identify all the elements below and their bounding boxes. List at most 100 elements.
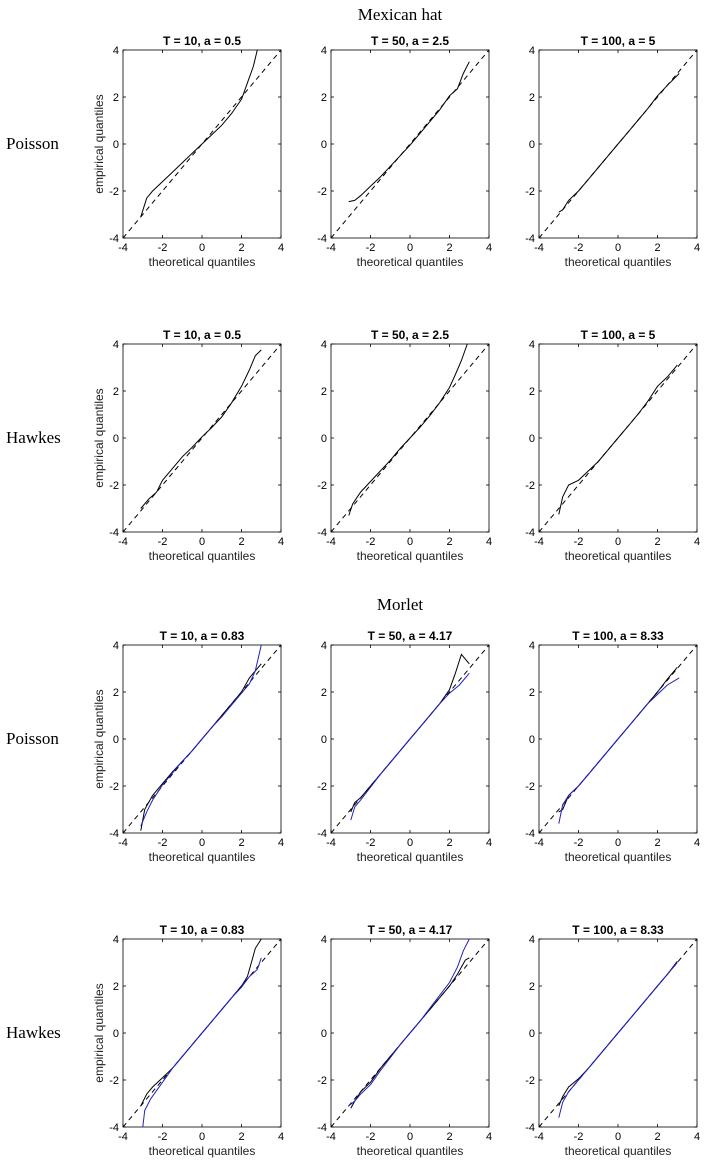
y-tick-label: -2 [317,781,327,793]
x-tick-label: 0 [199,536,205,548]
qq-curve [558,677,680,824]
x-axis-label: theoretical quantiles [565,850,672,864]
x-tick-label: -2 [158,837,168,849]
y-tick-label: 2 [321,687,327,699]
x-tick-label: 2 [446,242,452,254]
x-tick-label: -4 [326,242,336,254]
x-axis-label: theoretical quantiles [149,255,256,269]
x-tick-label: 2 [446,536,452,548]
x-tick-label: 2 [654,837,660,849]
reference-line [122,343,282,533]
x-tick-label: 0 [615,242,621,254]
y-axis-label: empirical quantiles [92,689,106,788]
panel-title: T = 10, a = 0.83 [160,923,245,937]
y-tick-label: 4 [113,934,119,946]
y-tick-label: -2 [317,480,327,492]
x-tick-label: -4 [118,1131,128,1143]
y-tick-label: 4 [529,934,535,946]
reference-line [538,938,698,1128]
x-tick-label: 4 [278,1131,284,1143]
x-tick-label: 0 [615,1131,621,1143]
x-tick-label: 2 [238,536,244,548]
y-tick-label: 0 [113,1028,119,1040]
qq-panel: -4 -2 0 2 4 -4 -2 0 2 4 T = 10, a = 0.5 theoretical… [92,328,284,563]
y-tick-label: 0 [113,139,119,151]
reference-line [330,938,490,1128]
y-tick-label: -4 [109,233,119,245]
x-tick-label: 4 [694,242,700,254]
y-tick-label: 4 [321,45,327,57]
reference-line [538,49,698,239]
panel-title: T = 50, a = 2.5 [371,34,449,48]
x-tick-label: 0 [615,837,621,849]
x-axis-label: theoretical quantiles [565,1144,672,1158]
y-tick-label: 4 [113,45,119,57]
qq-panel: -4 -2 0 2 4 -4 -2 0 2 4 T = 10, a = 0.83 theoretica… [92,629,284,864]
x-tick-label: -2 [366,1131,376,1143]
x-axis-label: theoretical quantiles [149,549,256,563]
qq-panel: -4 -2 0 2 4 -4 -2 0 2 4 T = 100, a = 5 theoretical … [525,328,700,563]
y-tick-label: -2 [109,781,119,793]
qq-curve [140,49,258,217]
x-tick-label: -2 [574,242,584,254]
y-axis-label: empirical quantiles [92,388,106,487]
qq-curve [558,73,680,213]
qq-curve [348,938,470,1107]
y-tick-label: -4 [317,828,327,840]
y-tick-label: -2 [317,186,327,198]
x-tick-label: 2 [654,242,660,254]
y-tick-label: 0 [529,1028,535,1040]
y-tick-label: -4 [109,527,119,539]
x-tick-label: 4 [486,1131,492,1143]
panel-title: T = 10, a = 0.5 [163,328,241,342]
x-tick-label: -2 [158,536,168,548]
qq-panel: -4 -2 0 2 4 -4 -2 0 2 4 T = 50, a = 4.17 theoretica… [317,923,492,1158]
x-axis-label: theoretical quantiles [357,850,464,864]
x-axis-label: theoretical quantiles [565,549,672,563]
x-tick-label: 2 [238,837,244,849]
y-tick-label: -4 [525,828,535,840]
y-tick-label: -4 [109,1122,119,1134]
y-tick-label: -2 [109,1075,119,1087]
y-tick-label: 0 [321,734,327,746]
x-tick-label: -4 [118,242,128,254]
reference-line [330,644,490,834]
reference-line [538,644,698,834]
x-tick-label: 4 [694,837,700,849]
y-tick-label: 0 [321,433,327,445]
qq-panel: -4 -2 0 2 4 -4 -2 0 2 4 T = 50, a = 2.5 theoretical… [317,328,492,563]
qq-curve [558,962,678,1118]
y-tick-label: -4 [525,233,535,245]
y-tick-label: 2 [113,386,119,398]
y-tick-label: -2 [317,1075,327,1087]
x-axis-label: theoretical quantiles [357,549,464,563]
panel-title: T = 100, a = 8.33 [572,629,664,643]
x-axis-label: theoretical quantiles [357,255,464,269]
y-tick-label: 4 [113,339,119,351]
y-tick-label: 4 [321,640,327,652]
y-tick-label: 0 [529,734,535,746]
qq-panel: -4 -2 0 2 4 -4 -2 0 2 4 T = 10, a = 0.83 theoretica… [92,923,284,1158]
y-tick-label: 0 [321,1028,327,1040]
x-tick-label: 4 [694,536,700,548]
qq-curve [558,364,678,515]
y-tick-label: 2 [321,386,327,398]
x-tick-label: -2 [366,242,376,254]
x-tick-label: 0 [407,1131,413,1143]
qq-panel: -4 -2 0 2 4 -4 -2 0 2 4 T = 50, a = 2.5 theoretical… [317,34,492,269]
row-label: Hawkes [6,1023,61,1042]
y-tick-label: 2 [529,687,535,699]
panel-title: T = 10, a = 0.5 [163,34,241,48]
x-tick-label: -4 [326,837,336,849]
reference-line [122,938,282,1128]
y-tick-label: -2 [525,480,535,492]
x-axis-label: theoretical quantiles [565,255,672,269]
y-tick-label: 2 [321,981,327,993]
y-tick-label: 4 [529,339,535,351]
panel-title: T = 50, a = 4.17 [368,923,453,937]
x-tick-label: -4 [118,536,128,548]
y-tick-label: 0 [113,734,119,746]
x-tick-label: -4 [326,1131,336,1143]
panel-title: T = 100, a = 5 [581,34,656,48]
qq-curve [140,349,262,509]
